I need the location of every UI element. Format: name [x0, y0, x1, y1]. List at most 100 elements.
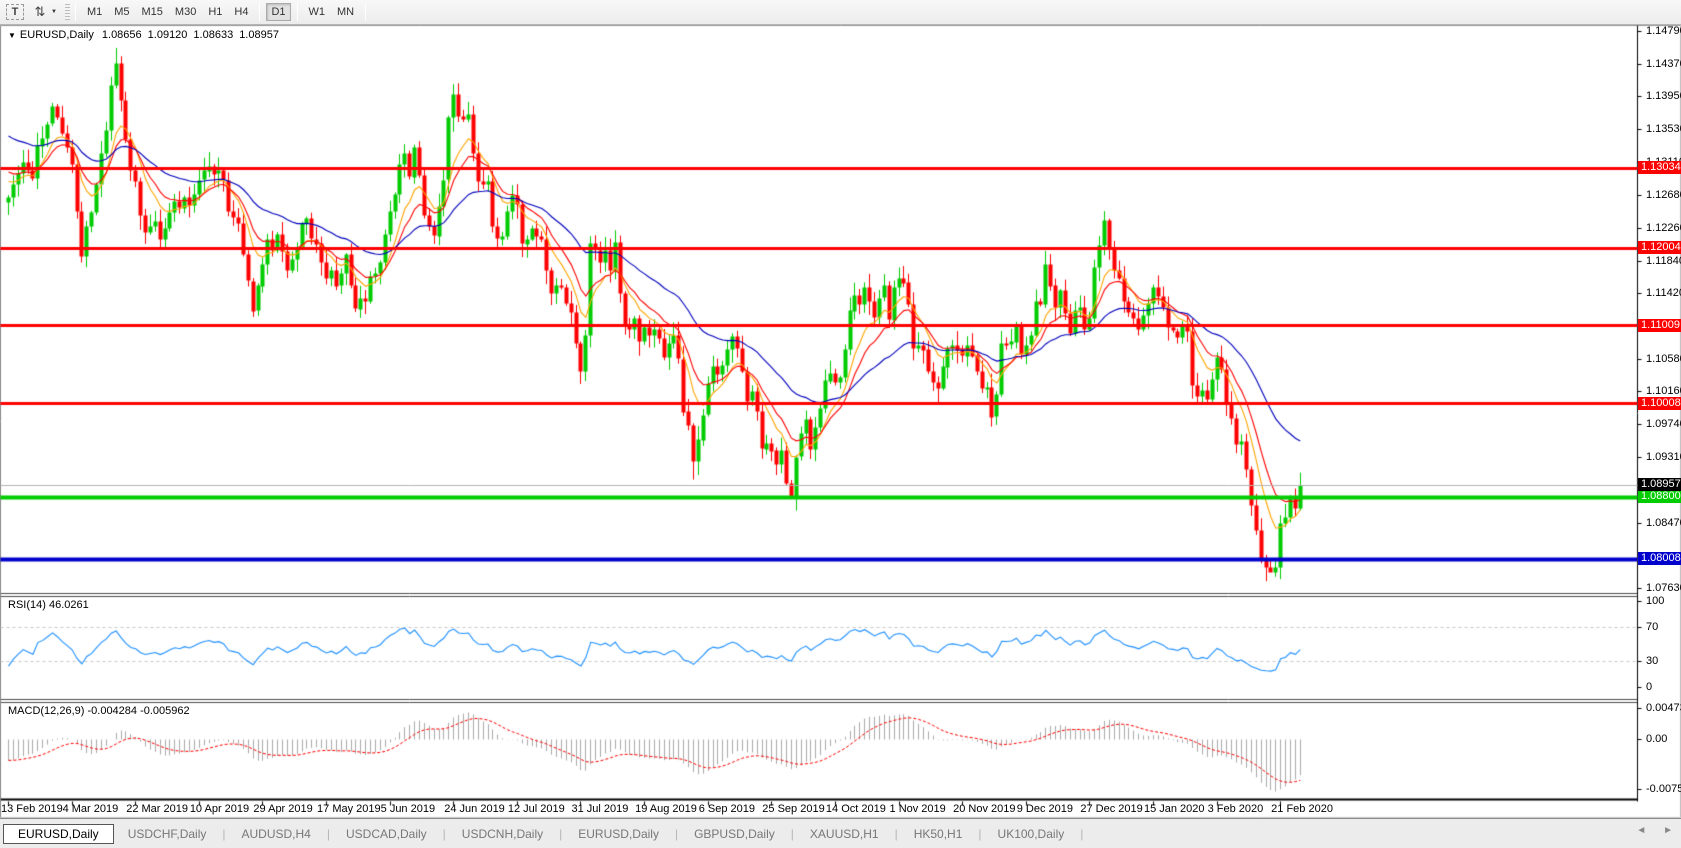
- timeframe-button-m1[interactable]: M1: [86, 6, 103, 18]
- tab-divider: |: [559, 826, 563, 841]
- price-tick-label: 1.10160: [1646, 385, 1681, 398]
- date-label: 3 Feb 2020: [1207, 803, 1264, 815]
- chart-tab-xauusd-h1[interactable]: XAUUSD,H1: [809, 826, 879, 841]
- chart-tab-audusd-h4[interactable]: AUDUSD,H4: [241, 826, 311, 841]
- chart-tab-bar: EURUSD,Daily USDCHF,Daily | AUDUSD,H4 | USDCA…: [0, 818, 1681, 848]
- chart-tab-eurusd-daily[interactable]: EURUSD,Daily: [578, 826, 659, 841]
- macd-tick-label: -0.007584: [1646, 782, 1681, 795]
- toolbar: T ⇅ ▼ M1 M5 M15 M30 H1 H4 D1 W1 MN: [0, 0, 1681, 25]
- tab-divider: |: [894, 826, 898, 841]
- chart-symbol-label[interactable]: EURUSD,Daily: [19, 29, 94, 41]
- date-label: 4 Mar 2019: [62, 803, 119, 815]
- chart-tabs: EURUSD,Daily USDCHF,Daily | AUDUSD,H4 | USDCA…: [3, 823, 1085, 844]
- cycle-symbols-button[interactable]: ⇅: [34, 4, 46, 19]
- price-tick-label: 1.07630: [1646, 581, 1681, 594]
- rsi-indicator-label: RSI(14) 46.0261: [8, 599, 89, 611]
- toolbar-separator: [296, 3, 298, 21]
- symbol-dropdown-icon[interactable]: ▼: [8, 31, 16, 40]
- price-level-badge: 1.10008: [1638, 396, 1681, 410]
- ohlc-low-value: 1.08633: [193, 29, 234, 41]
- price-level-badge: 1.13034: [1638, 161, 1681, 175]
- date-label: 15 Jan 2020: [1143, 803, 1205, 815]
- price-level-badge: 1.12004: [1638, 241, 1681, 255]
- toolbar-separator: [259, 3, 261, 21]
- price-tick-label: 1.10580: [1646, 352, 1681, 365]
- price-tick-label: 1.08470: [1646, 516, 1681, 529]
- macd-name: MACD(12,26,9): [8, 705, 85, 717]
- price-level-badge: 1.11009: [1638, 318, 1681, 332]
- tab-scroll-right-button[interactable]: ►: [1663, 825, 1673, 836]
- date-label: 14 Oct 2019: [825, 803, 886, 815]
- tab-divider: |: [674, 826, 679, 841]
- timeframe-button-m30[interactable]: M30: [174, 6, 197, 18]
- date-label: 6 Sep 2019: [698, 803, 755, 815]
- ohlc-close-value: 1.08957: [239, 29, 279, 41]
- price-tick-label: 1.14790: [1646, 25, 1681, 38]
- rsi-value: 46.0261: [48, 599, 89, 611]
- toolbar-separator: [74, 3, 76, 21]
- rsi-tick-label: 0: [1646, 680, 1653, 693]
- date-label: 20 Nov 2019: [953, 803, 1016, 815]
- date-label: 12 Jul 2019: [507, 803, 565, 815]
- timeframe-buttons: M1 M5 M15 M30 H1 H4 D1 W1 MN: [81, 0, 371, 25]
- date-label: 21 Feb 2020: [1271, 803, 1333, 815]
- price-tick-label: 1.12680: [1646, 189, 1681, 202]
- chart-tab-eurusd-daily[interactable]: EURUSD,Daily: [3, 823, 114, 844]
- rsi-name: RSI(14): [8, 599, 46, 611]
- text-tool-button[interactable]: T: [6, 4, 24, 20]
- price-level-badge: 1.08957: [1638, 478, 1681, 492]
- price-tick-label: 1.14370: [1646, 57, 1681, 70]
- dropdown-caret-icon[interactable]: ▼: [51, 9, 57, 15]
- chart-tab-usdcnh-daily[interactable]: USDCNH,Daily: [461, 826, 544, 841]
- tab-divider: |: [326, 826, 330, 841]
- timeframe-button-h4[interactable]: H4: [234, 6, 249, 18]
- price-tick-label: 1.12260: [1646, 221, 1681, 234]
- chart-header: ▼ EURUSD,Daily 1.08656 1.09120 1.08633 1.0895…: [8, 29, 285, 41]
- timeframe-button-mn[interactable]: MN: [337, 6, 355, 18]
- price-tick-label: 1.09740: [1646, 417, 1681, 430]
- ohlc-high-value: 1.09120: [147, 29, 188, 41]
- date-label: 17 May 2019: [317, 803, 381, 815]
- chart-tab-usdcad-daily[interactable]: USDCAD,Daily: [345, 826, 427, 841]
- chart-tab-hk50-h1[interactable]: HK50,H1: [913, 826, 963, 841]
- date-label: 19 Aug 2019: [635, 803, 697, 815]
- toolbar-separator: [365, 3, 367, 21]
- timeframe-button-h1[interactable]: H1: [208, 6, 223, 18]
- date-label: 22 Mar 2019: [126, 803, 188, 815]
- tab-divider: |: [1080, 826, 1084, 841]
- toolbar-grip: [64, 4, 70, 20]
- price-tick-label: 1.13530: [1646, 123, 1681, 136]
- tab-divider: |: [978, 826, 982, 841]
- timeframe-button-d1[interactable]: D1: [266, 3, 291, 21]
- price-tick-label: 1.09310: [1646, 451, 1681, 464]
- price-tick-label: 1.11420: [1646, 287, 1681, 300]
- tab-divider: |: [790, 826, 794, 841]
- date-label: 29 Apr 2019: [253, 803, 313, 815]
- tab-divider: |: [222, 826, 226, 841]
- timeframe-button-w1[interactable]: W1: [308, 6, 326, 18]
- date-label: 13 Feb 2019: [1, 803, 63, 815]
- price-level-badge: 1.08008: [1638, 552, 1681, 566]
- chart-tab-usdchf-daily[interactable]: USDCHF,Daily: [127, 826, 207, 841]
- chart-tab-gbpusd-daily[interactable]: GBPUSD,Daily: [694, 826, 775, 841]
- tab-scroll-left-button[interactable]: ◄: [1636, 825, 1647, 836]
- date-label: 5 Jun 2019: [380, 803, 436, 815]
- price-tick-label: 1.11840: [1646, 254, 1681, 267]
- date-label: 9 Dec 2019: [1016, 803, 1073, 815]
- price-level-badge: 1.08800: [1638, 490, 1681, 504]
- tab-scroll-arrows: ◄ ►: [1622, 825, 1673, 836]
- date-label: 1 Nov 2019: [889, 803, 946, 815]
- date-label: 10 Apr 2019: [189, 803, 250, 815]
- date-label: 27 Dec 2019: [1080, 803, 1143, 815]
- macd-values: -0.004284 -0.005962: [87, 705, 190, 717]
- date-label: 24 Jun 2019: [444, 803, 505, 815]
- chart-tab-uk100-daily[interactable]: UK100,Daily: [997, 826, 1065, 841]
- rsi-tick-label: 30: [1646, 655, 1659, 667]
- date-label: 25 Sep 2019: [762, 803, 825, 815]
- timeframe-button-m5[interactable]: M5: [114, 6, 130, 18]
- rsi-tick-label: 70: [1646, 621, 1659, 633]
- timeframe-button-m15[interactable]: M15: [141, 6, 163, 18]
- date-label: 31 Jul 2019: [571, 803, 629, 815]
